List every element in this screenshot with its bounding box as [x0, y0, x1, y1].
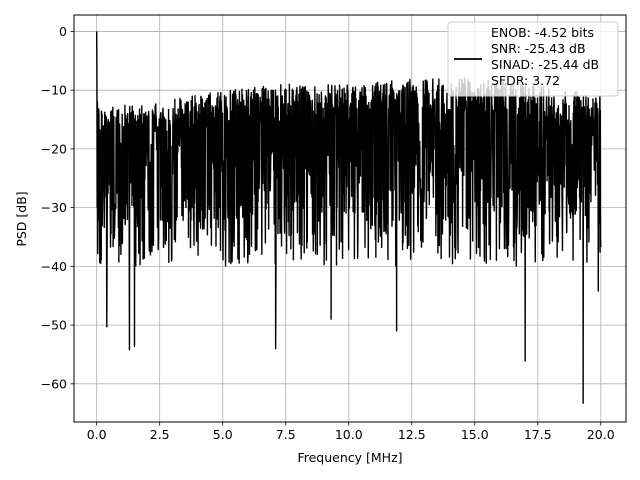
x-axis-ticks: 0.0 2.5 5.0 7.5 10.0 12.5 15.0 17.5 20.0 [87, 422, 615, 442]
x-tick-label: 7.5 [276, 427, 296, 442]
x-tick-label: 5.0 [213, 427, 233, 442]
y-tick-label: −40 [41, 259, 67, 274]
x-tick-label: 0.0 [87, 427, 107, 442]
y-axis-title: PSD [dB] [14, 191, 29, 246]
x-tick-label: 17.5 [524, 427, 552, 442]
legend-box [447, 21, 619, 97]
y-tick-label: −10 [41, 83, 67, 98]
y-tick-label: −60 [41, 376, 67, 391]
psd-series-line [95, 31, 602, 404]
legend-label: SINAD: -25.44 dB [491, 57, 599, 72]
x-tick-label: 10.0 [335, 427, 363, 442]
y-tick-label: −50 [41, 318, 67, 333]
y-tick-label: −30 [41, 200, 67, 215]
x-axis-title: Frequency [MHz] [297, 450, 402, 465]
y-tick-label: −20 [41, 141, 67, 156]
series-layer [95, 31, 602, 404]
y-axis-ticks: 0 −10 −20 −30 −40 −50 −60 [41, 24, 74, 391]
x-tick-label: 2.5 [150, 427, 170, 442]
legend-label: ENOB: -4.52 bits [491, 25, 594, 40]
x-tick-label: 12.5 [398, 427, 426, 442]
plot-frame [73, 14, 627, 423]
y-tick-label: 0 [59, 24, 67, 39]
x-tick-label: 15.0 [461, 427, 489, 442]
legend-label: SNR: -25.43 dB [491, 41, 586, 56]
x-tick-label: 20.0 [587, 427, 615, 442]
legend-label: SFDR: 3.72 [491, 73, 560, 88]
